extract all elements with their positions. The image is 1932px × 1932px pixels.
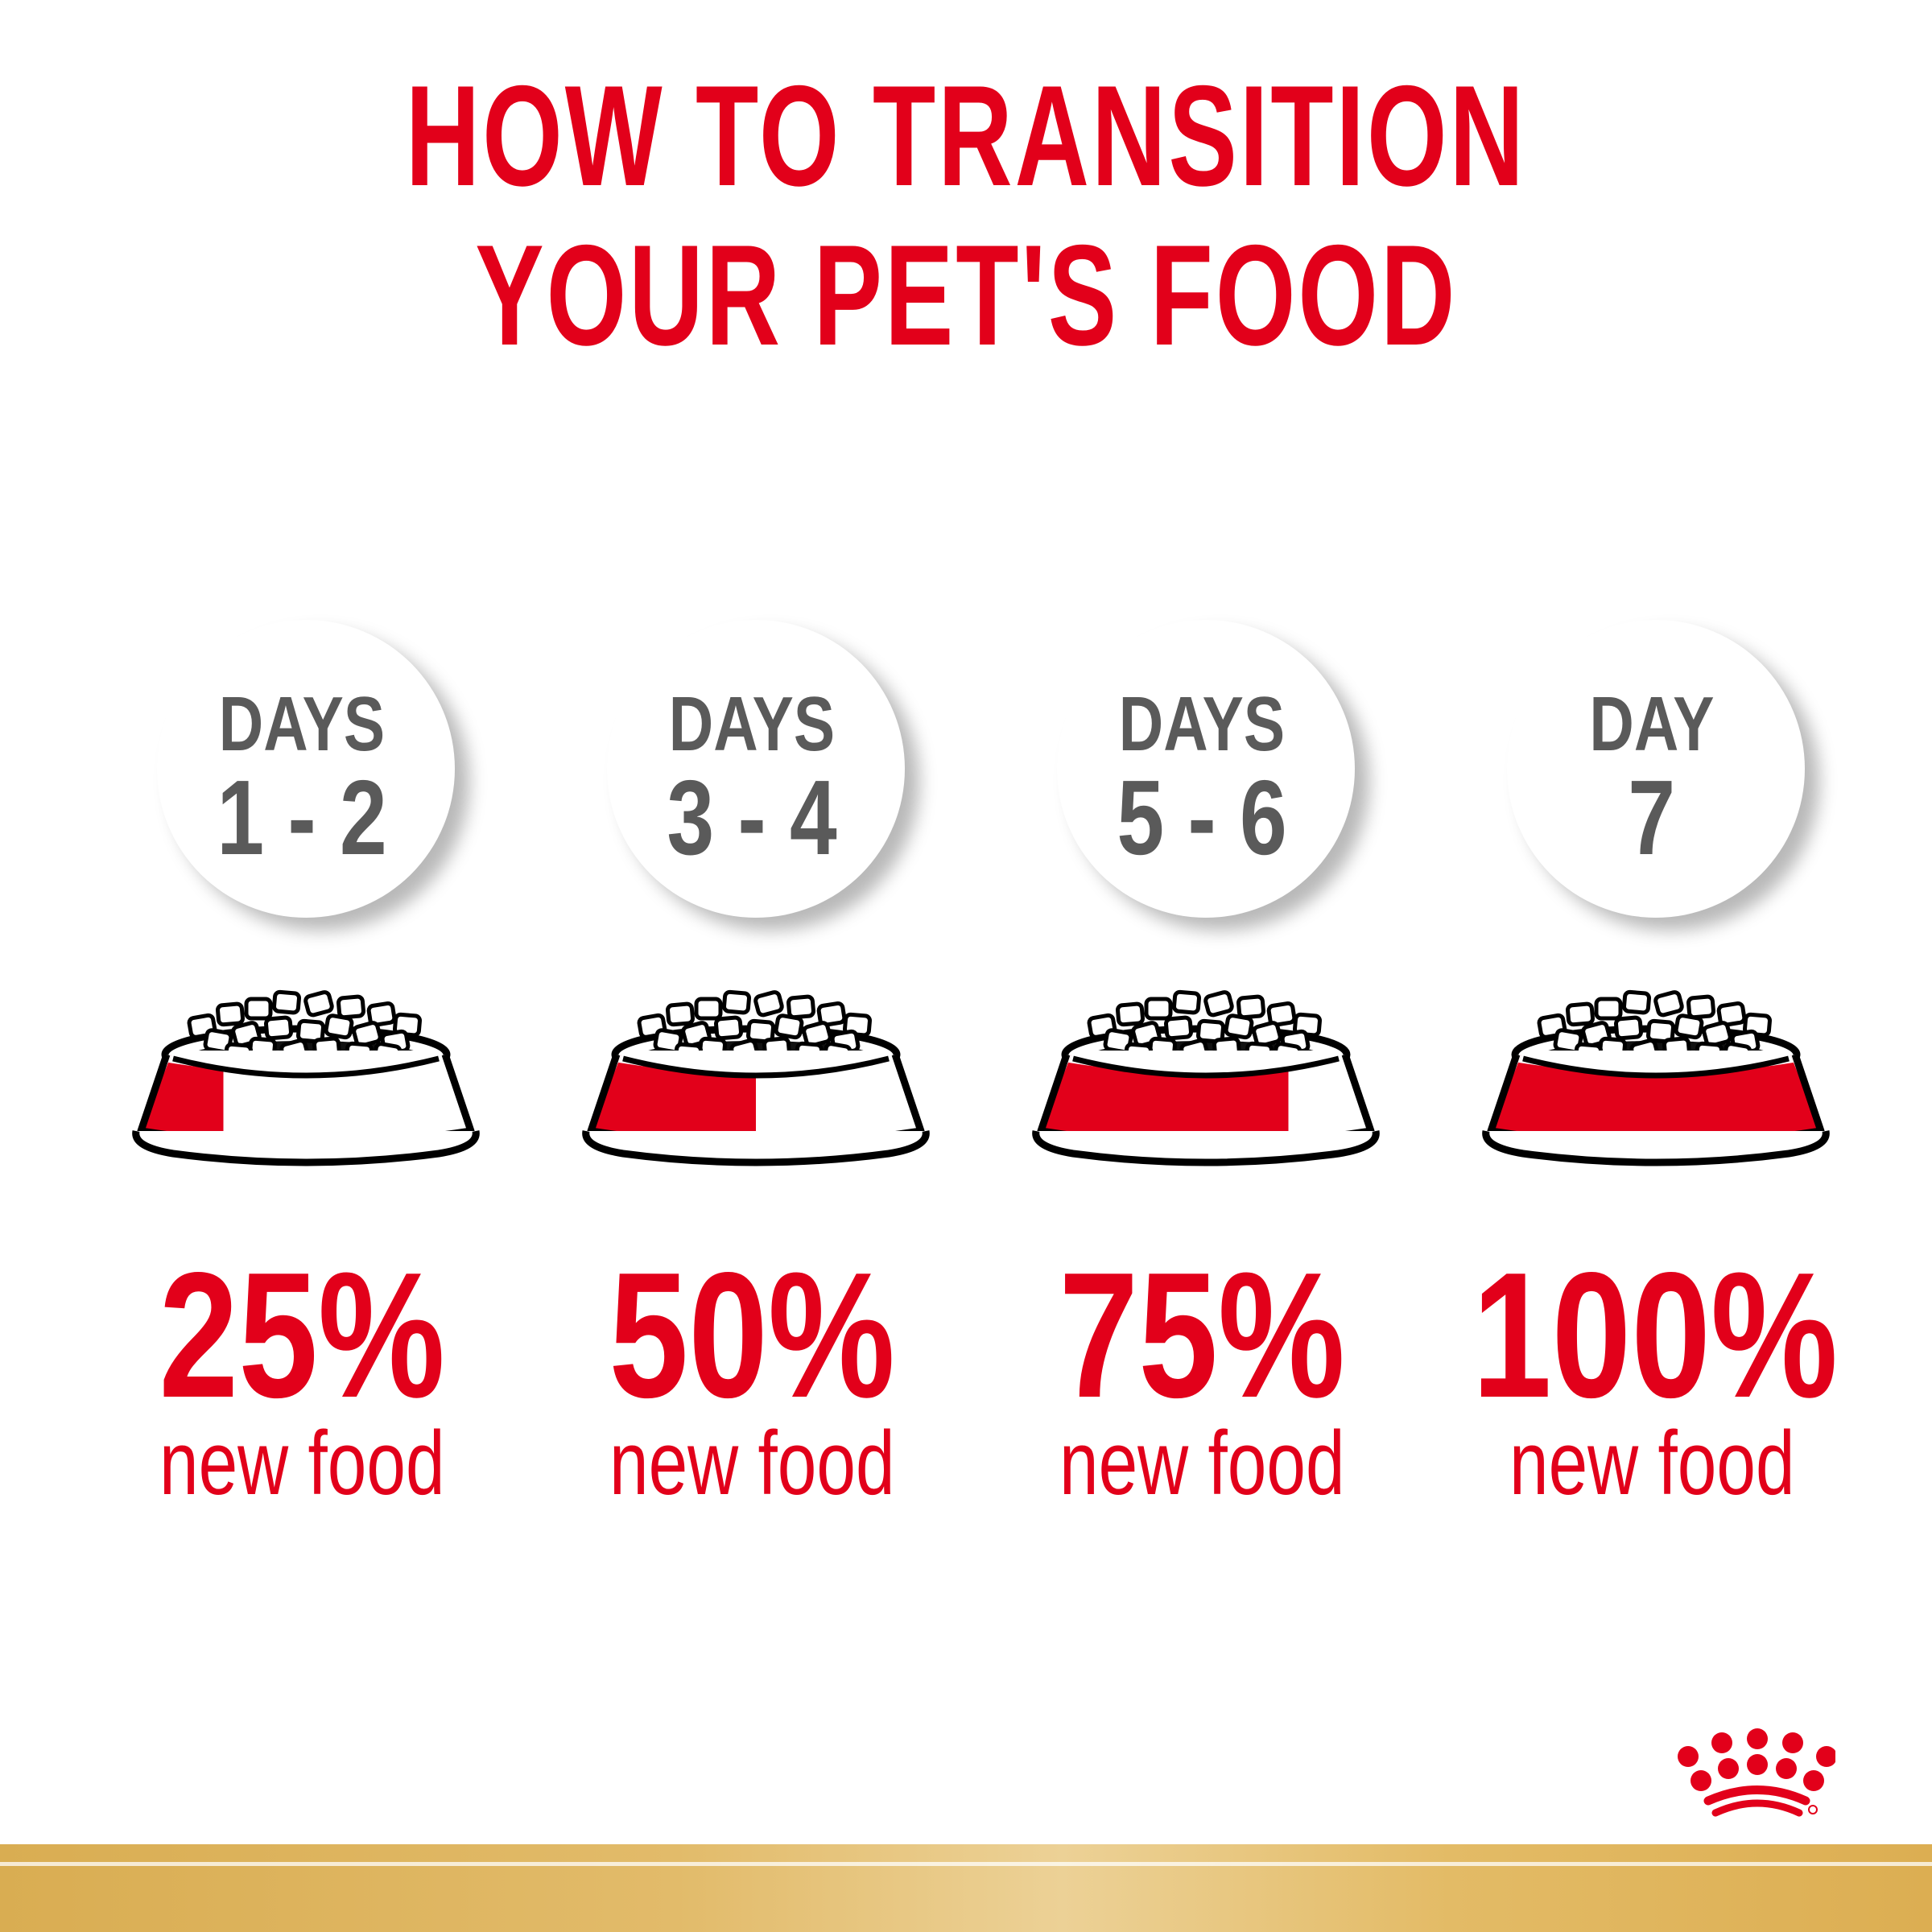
step-1: DAYS 1 - 2 25% new food — [76, 0, 527, 1610]
days-label-text: DAYS — [668, 681, 836, 767]
day-circle — [1057, 620, 1355, 918]
days-range-text: 1 - 2 — [217, 758, 387, 877]
title-text-2: YOUR PET'S FOOD — [474, 215, 1458, 375]
food-bowl-icon — [132, 989, 480, 1166]
days-range: 3 - 4 — [526, 765, 977, 871]
days-range: 7 — [1426, 765, 1877, 871]
step-4: DAY 7 100% new food — [1426, 0, 1877, 1610]
caption-text: new food — [609, 1413, 895, 1513]
step-3: DAYS 5 - 6 75% new food — [976, 0, 1427, 1610]
food-bowl-icon — [1032, 989, 1380, 1166]
days-label-text: DAYS — [1118, 681, 1286, 767]
percent-text: 100% — [1472, 1236, 1839, 1435]
percent-value: 25% — [76, 1246, 527, 1425]
new-food-caption: new food — [76, 1418, 527, 1509]
day-circle — [607, 620, 905, 918]
gold-footer-band — [0, 1844, 1932, 1932]
title-text-1: HOW TO TRANSITION — [405, 56, 1527, 216]
caption-text: new food — [1509, 1413, 1795, 1513]
days-label-text: DAY — [1589, 681, 1715, 767]
caption-text: new food — [1059, 1413, 1345, 1513]
days-range-text: 3 - 4 — [667, 758, 837, 877]
percent-value: 100% — [1426, 1246, 1877, 1425]
days-label: DAYS — [526, 686, 977, 763]
days-label: DAY — [1426, 686, 1877, 763]
days-range: 1 - 2 — [76, 765, 527, 871]
days-label-text: DAYS — [218, 681, 386, 767]
caption-text: new food — [159, 1413, 445, 1513]
title-line-2: YOUR PET'S FOOD — [0, 224, 1932, 367]
crown-logo-icon — [1678, 1728, 1835, 1817]
percent-text: 50% — [609, 1236, 895, 1435]
title-line-1: HOW TO TRANSITION — [0, 64, 1932, 208]
day-circle — [157, 620, 455, 918]
days-label: DAYS — [76, 686, 527, 763]
percent-value: 50% — [526, 1246, 977, 1425]
food-bowl-icon — [582, 989, 930, 1166]
step-2: DAYS 3 - 4 50% new food — [526, 0, 977, 1610]
days-range-text: 7 — [1628, 758, 1676, 877]
days-range: 5 - 6 — [976, 765, 1427, 871]
days-label: DAYS — [976, 686, 1427, 763]
new-food-caption: new food — [1426, 1418, 1877, 1509]
day-circle — [1507, 620, 1805, 918]
new-food-caption: new food — [976, 1418, 1427, 1509]
new-food-caption: new food — [526, 1418, 977, 1509]
percent-value: 75% — [976, 1246, 1427, 1425]
food-bowl-icon — [1482, 989, 1830, 1166]
days-range-text: 5 - 6 — [1117, 758, 1287, 877]
percent-text: 25% — [159, 1236, 445, 1435]
percent-text: 75% — [1059, 1236, 1345, 1435]
